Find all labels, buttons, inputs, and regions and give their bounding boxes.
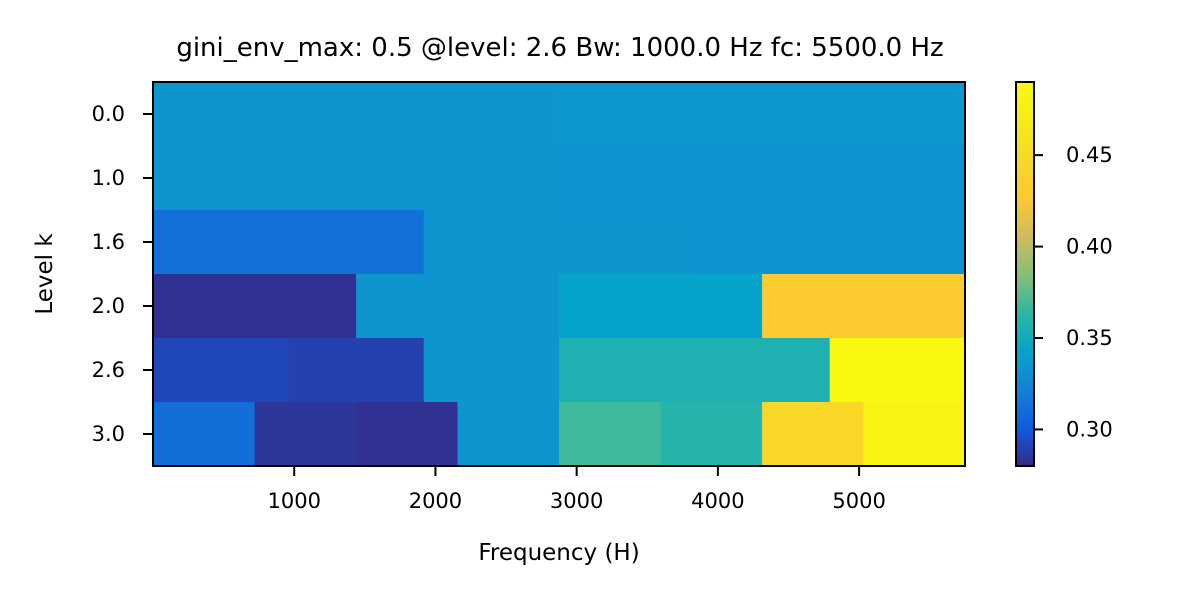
colorbar-tick-label: 0.45 xyxy=(1066,143,1113,167)
heatmap-cell-row5-col5 xyxy=(660,402,763,467)
heatmap-cell-row2-col1 xyxy=(423,210,695,275)
heatmap-cell-row5-col1 xyxy=(254,402,357,467)
x-axis-label: Frequency (H) xyxy=(478,540,639,566)
colorbar-tick-label: 0.35 xyxy=(1066,326,1113,350)
colorbar-axis: 0.30 0.35 0.40 0.45 xyxy=(1034,143,1113,441)
x-tick-label: 5000 xyxy=(832,489,885,513)
heatmap-cell-row3-col2 xyxy=(559,274,763,339)
heatmap-cell-row0-col1 xyxy=(559,82,966,147)
heatmap-cell-row5-col2 xyxy=(356,402,459,467)
y-tick-label: 1.0 xyxy=(92,166,125,190)
y-tick-label: 3.0 xyxy=(92,422,125,446)
colorbar-tick-label: 0.40 xyxy=(1066,235,1113,259)
heatmap-cell-row4-col5 xyxy=(829,338,966,403)
heatmap-cell-row4-col4 xyxy=(694,338,831,403)
x-tick-label: 2000 xyxy=(409,489,462,513)
x-tick-label: 3000 xyxy=(550,489,603,513)
heatmap-cell-row4-col3 xyxy=(559,338,695,403)
heatmap-cell-row3-col0 xyxy=(153,274,357,339)
heatmap-cell-row4-col1 xyxy=(288,338,425,403)
heatmap-cell-row1-col1 xyxy=(559,146,966,211)
heatmap-cell-row3-col1 xyxy=(356,274,560,339)
colorbar-tick-label: 0.30 xyxy=(1066,417,1113,441)
heatmap-cell-row5-col0 xyxy=(153,402,256,467)
y-axis-label: Level k xyxy=(32,233,58,315)
x-tick-label: 4000 xyxy=(691,489,744,513)
heatmap-cell-row4-col0 xyxy=(153,338,289,403)
plot-frame xyxy=(152,81,966,467)
y-tick-label: 1.6 xyxy=(92,230,125,254)
heatmap-cell-row5-col4 xyxy=(559,402,662,467)
y-tick-label: 2.0 xyxy=(92,294,125,318)
heatmap-cell-row3-col3 xyxy=(762,274,966,339)
heatmap-cells xyxy=(153,82,966,467)
colorbar xyxy=(1015,81,1035,467)
chart-title: gini_env_max: 0.5 @level: 2.6 Bw: 1000.0… xyxy=(176,33,943,63)
x-axis: 1000 2000 3000 4000 5000 xyxy=(267,466,886,513)
heatmap-cell-row5-col6 xyxy=(762,402,865,467)
heatmap-cell-row2-col0 xyxy=(153,210,425,275)
heatmap-cell-row5-col3 xyxy=(457,402,560,467)
y-tick-label: 2.6 xyxy=(92,358,125,382)
x-tick-label: 1000 xyxy=(267,489,320,513)
heatmap-cell-row1-col0 xyxy=(153,146,560,211)
heatmap-cell-row0-col0 xyxy=(153,82,560,147)
heatmap-cell-row4-col2 xyxy=(423,338,560,403)
heatmap-cell-row2-col2 xyxy=(694,210,966,275)
heatmap-cell-row5-col7 xyxy=(863,402,966,467)
y-tick-label: 0.0 xyxy=(92,102,125,126)
y-axis: 0.0 1.0 1.6 2.0 2.6 3.0 xyxy=(92,102,153,446)
